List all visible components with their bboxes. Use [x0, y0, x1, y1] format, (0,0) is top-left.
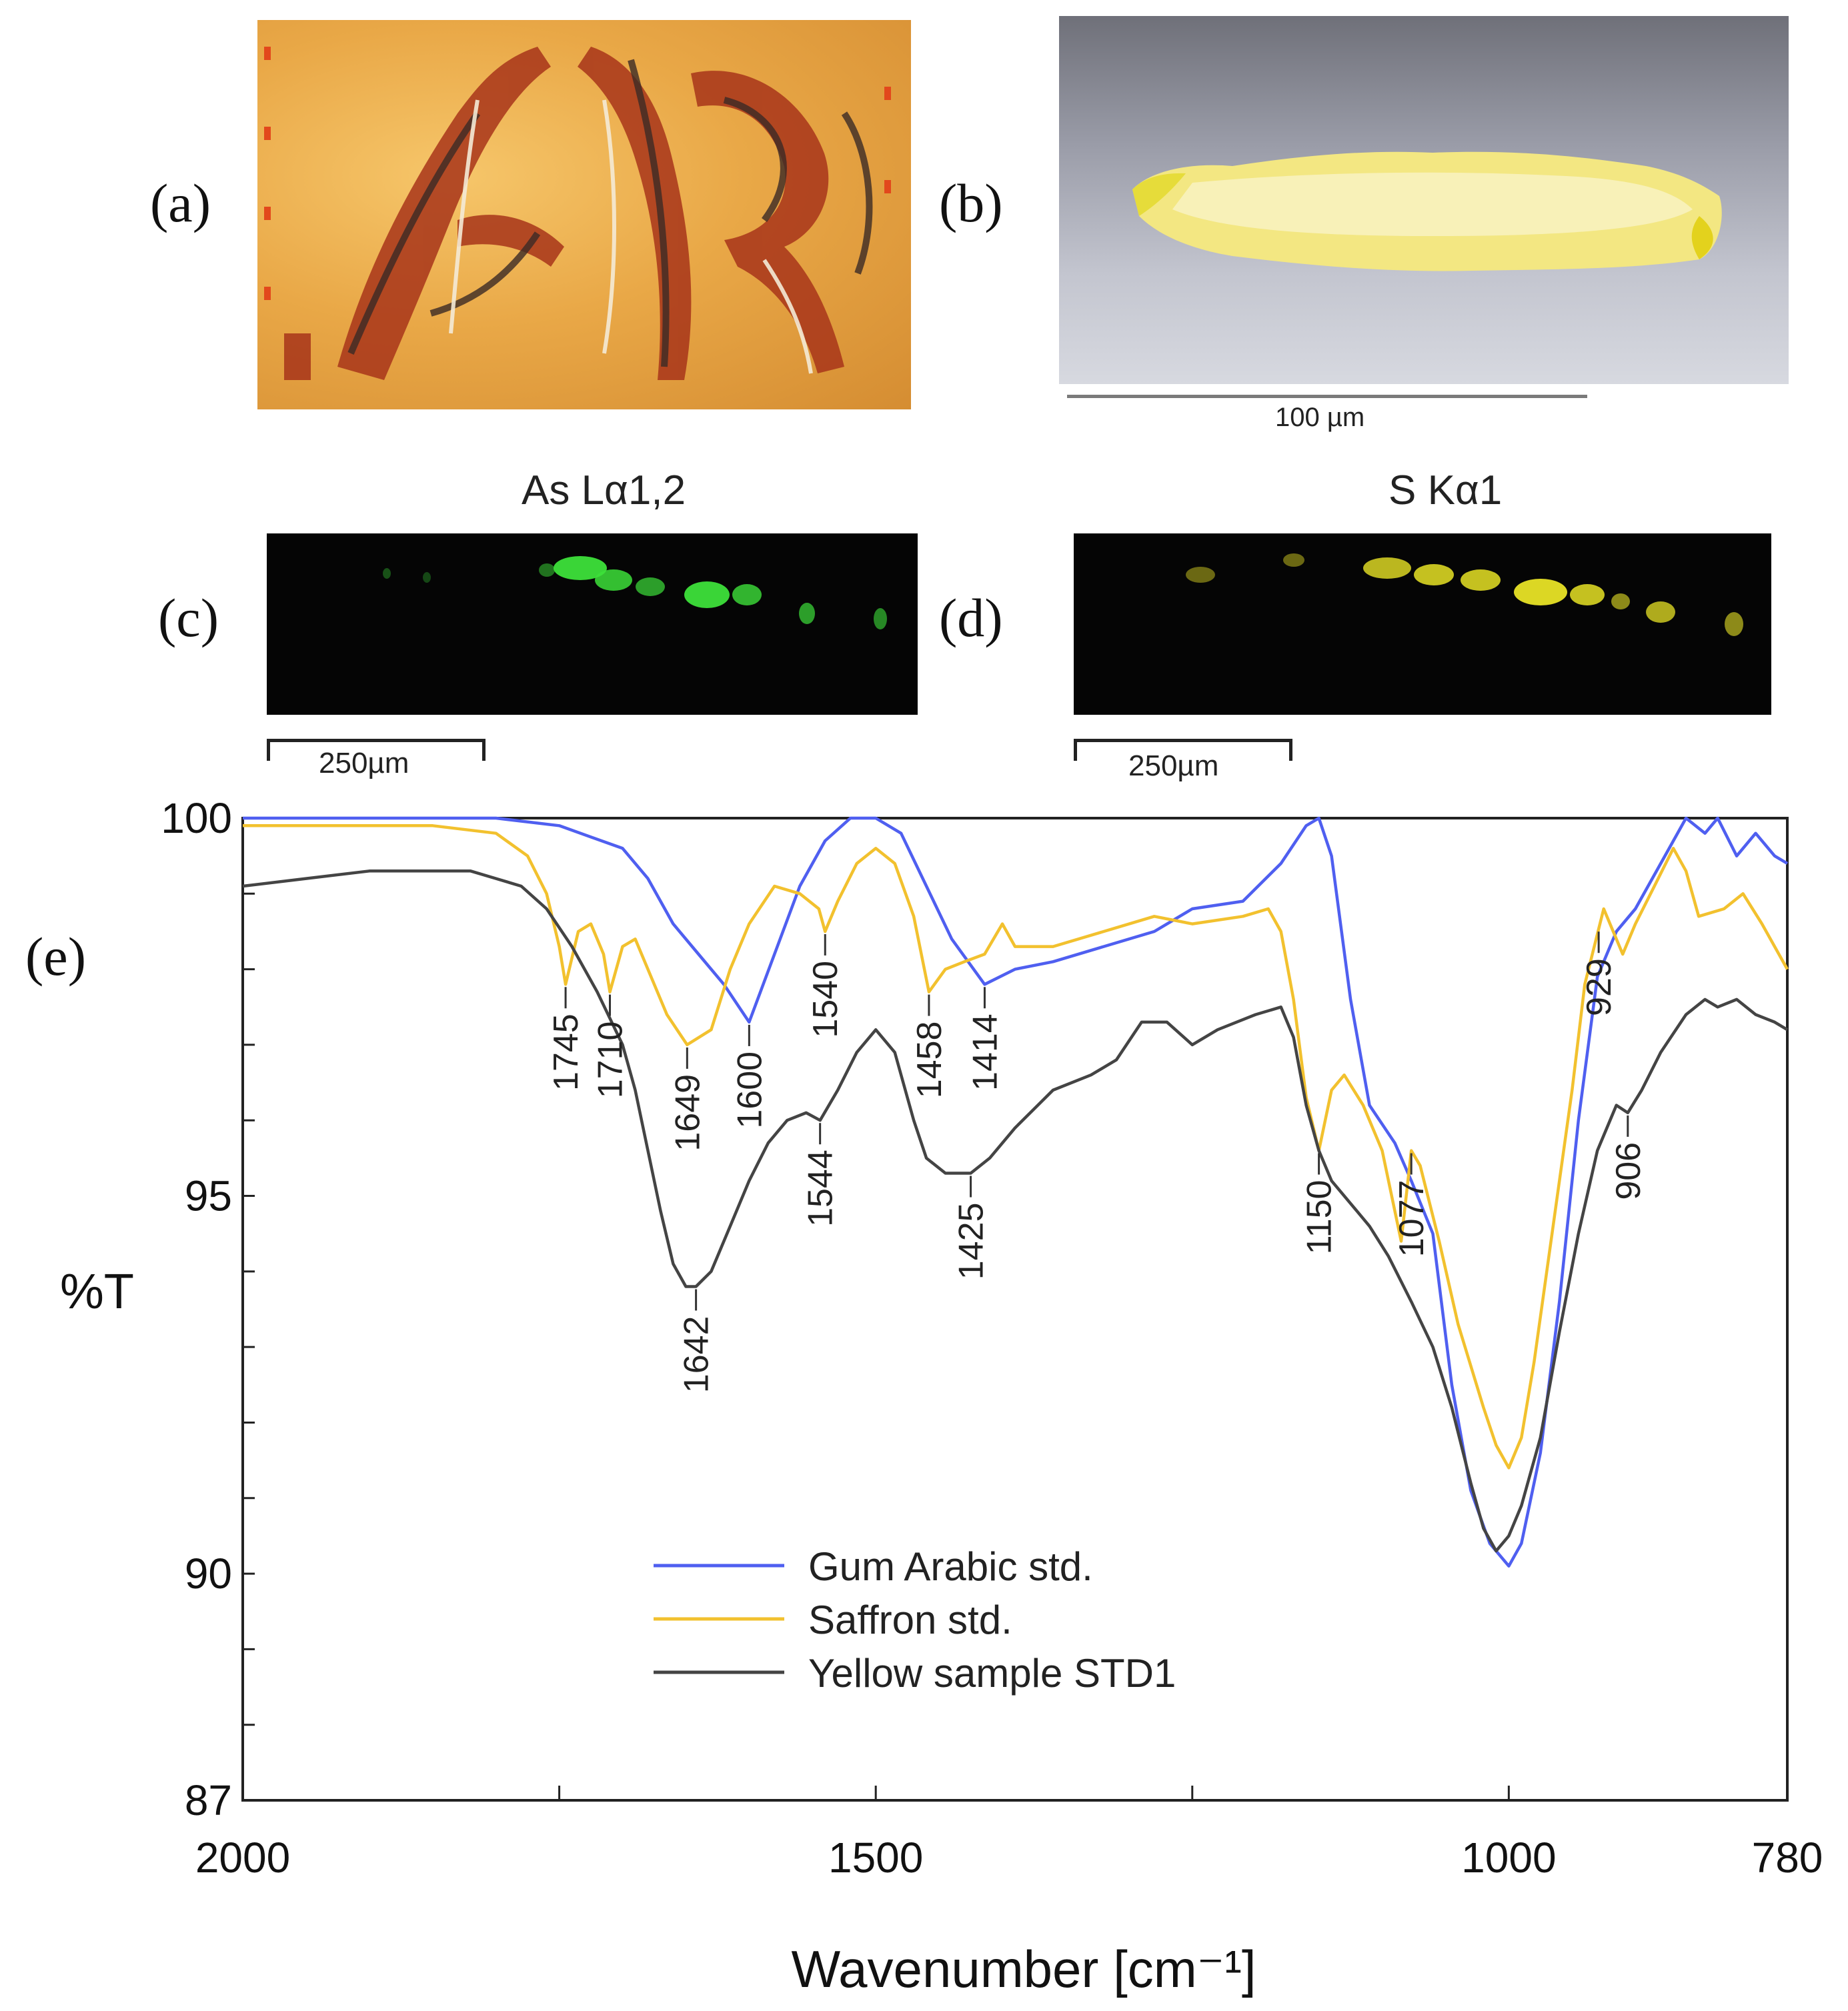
peak-label: 1077	[1393, 1180, 1431, 1258]
peak-label: 906	[1609, 1142, 1648, 1200]
x-tick-label: 1500	[828, 1834, 923, 1882]
axis-tick-labels: 2000 1500 1000 780 87 90 95 100	[161, 794, 1823, 1882]
panel-label-b: (b)	[939, 173, 1003, 233]
peak-label: 1710	[592, 1022, 630, 1099]
peak-label: 1649	[668, 1074, 707, 1152]
peak-label: 1745	[547, 1014, 586, 1091]
panel-label-d: (d)	[939, 587, 1003, 648]
scale-bar-d-label: 250µm	[1128, 749, 1219, 782]
panel-label-c: (c)	[158, 587, 219, 648]
series-line-gum-arabic-std	[243, 816, 1789, 1568]
y-tick-label: 87	[185, 1776, 232, 1824]
y-axis-label: %T	[60, 1264, 134, 1319]
legend-entry: Yellow sample STD1	[808, 1651, 1176, 1696]
legend-entry: Gum Arabic std.	[808, 1544, 1093, 1589]
x-tick-label: 2000	[195, 1834, 290, 1882]
legend-entry: Saffron std.	[808, 1598, 1012, 1642]
peak-label: 929	[1580, 958, 1619, 1016]
peak-label: 1414	[966, 1014, 1004, 1091]
s-map-drawing	[1186, 553, 1743, 636]
peak-label: 1642	[678, 1316, 716, 1394]
x-tick-label: 780	[1752, 1834, 1823, 1882]
panel-label-e: (e)	[25, 926, 87, 987]
as-map-drawing	[383, 556, 887, 629]
map-c-title: As Lα1,2	[522, 467, 686, 513]
x-axis-label: Wavenumber [cm⁻¹]	[791, 1940, 1256, 1998]
peak-label: 1600	[730, 1052, 769, 1129]
scale-bar-b	[1067, 395, 1587, 398]
scale-bar-c	[267, 739, 486, 761]
manuscript-drawing	[264, 47, 891, 380]
as-element-map	[267, 533, 918, 715]
y-tick-label: 95	[185, 1172, 232, 1220]
cross-section-drawing	[1132, 151, 1722, 271]
scale-bar-c-label: 250µm	[319, 747, 409, 779]
scale-bar-d	[1074, 739, 1292, 761]
series-line-saffron-std	[243, 824, 1789, 1470]
peak-label: 1425	[952, 1203, 991, 1280]
legend: Gum Arabic std. Saffron std. Yellow sample…	[654, 1544, 1176, 1696]
manuscript-initial-photo	[257, 20, 911, 409]
series-line-yellow-sample-std1	[242, 869, 1789, 1553]
cross-section-photo	[1059, 16, 1789, 384]
scale-bar-b-label: 100 µm	[1275, 403, 1365, 432]
peak-annotations: 1745 1710 1649 1600 1540 1458 1414 1544 1425 1642…	[547, 931, 1648, 1393]
peak-label: 1544	[802, 1150, 840, 1227]
s-element-map	[1074, 533, 1771, 715]
y-tick-label: 90	[185, 1550, 232, 1598]
y-tick-label: 100	[161, 794, 232, 842]
x-tick-label: 1000	[1461, 1834, 1556, 1882]
series-lines	[242, 816, 1789, 1568]
peak-label: 1540	[806, 961, 845, 1038]
peak-label: 1458	[910, 1022, 949, 1099]
peak-label: 1150	[1300, 1180, 1339, 1255]
plot-border	[241, 817, 1789, 1802]
map-d-title: S Kα1	[1389, 467, 1503, 513]
panel-label-a: (a)	[150, 173, 211, 233]
